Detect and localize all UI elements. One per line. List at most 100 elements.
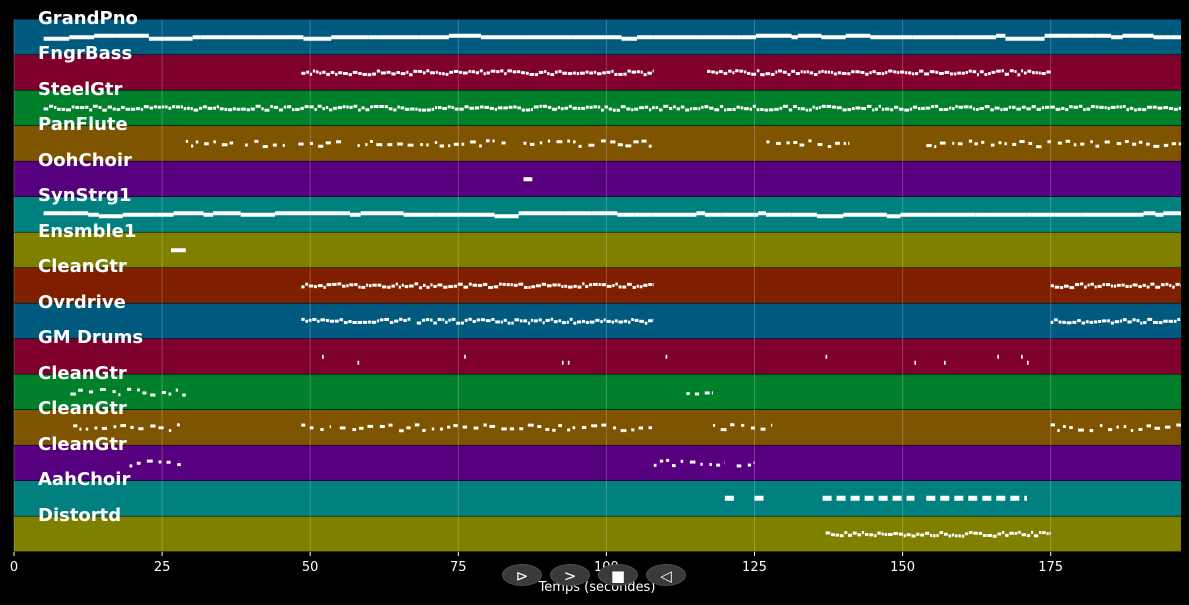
note (585, 320, 589, 324)
note (926, 144, 932, 148)
note-run (349, 212, 361, 217)
note (668, 106, 673, 110)
note (648, 144, 652, 148)
note (572, 140, 576, 144)
note (770, 72, 775, 76)
note (997, 532, 1002, 536)
note-run (303, 36, 332, 41)
drum-hit (1026, 360, 1029, 365)
note (766, 140, 770, 144)
note (546, 284, 552, 288)
note (300, 106, 304, 110)
note (567, 285, 573, 289)
note (426, 285, 430, 289)
play-button[interactable]: ⊳ (502, 564, 542, 586)
note (778, 69, 783, 73)
playback-controls: ⊳ > ■ ◁ (500, 564, 690, 590)
note-run (924, 35, 957, 40)
note (1113, 284, 1117, 288)
note (508, 105, 513, 109)
note (399, 429, 404, 433)
forward-button[interactable]: > (550, 564, 590, 586)
note (469, 106, 474, 110)
note-run (821, 35, 846, 40)
note (855, 106, 861, 110)
note (614, 72, 618, 76)
note (538, 70, 544, 74)
note (972, 70, 977, 74)
note (430, 71, 435, 75)
note (783, 104, 788, 108)
note (1091, 105, 1095, 109)
note (851, 70, 855, 74)
note (524, 285, 528, 289)
note (422, 428, 426, 432)
note (578, 144, 582, 148)
note (1129, 106, 1134, 110)
note (1065, 139, 1071, 143)
note (890, 108, 894, 112)
note (113, 425, 117, 429)
note (361, 106, 365, 110)
note (397, 142, 403, 146)
note (939, 531, 944, 535)
note (491, 317, 495, 321)
note (1178, 142, 1181, 146)
note (593, 70, 597, 74)
note (330, 70, 335, 74)
note (1044, 105, 1050, 109)
note (976, 73, 979, 77)
note (1132, 318, 1136, 322)
back-button[interactable]: ◁ (646, 564, 686, 586)
note (1132, 142, 1137, 146)
note (719, 105, 724, 109)
note (445, 320, 448, 324)
note (808, 139, 812, 143)
note-run (504, 35, 528, 40)
note (1014, 69, 1017, 73)
note (903, 534, 906, 538)
note-run (756, 33, 792, 38)
note (377, 283, 382, 287)
note (530, 318, 533, 322)
note-run (69, 35, 85, 40)
note (523, 141, 527, 145)
note-run (571, 35, 598, 40)
note (337, 282, 342, 286)
stop-button[interactable]: ■ (598, 564, 638, 586)
note (686, 392, 690, 396)
note (704, 105, 709, 109)
note (1060, 286, 1064, 290)
note (1001, 69, 1004, 73)
note (101, 426, 108, 430)
note (672, 464, 676, 468)
note (191, 144, 194, 148)
note (414, 423, 420, 427)
note (887, 532, 893, 536)
note (1036, 145, 1042, 149)
note (468, 282, 472, 286)
note (547, 139, 551, 143)
note (529, 73, 535, 77)
note (821, 104, 826, 108)
note (388, 423, 393, 427)
note (301, 423, 306, 427)
note (1005, 533, 1009, 537)
note (979, 106, 984, 110)
note (362, 320, 368, 324)
note (768, 108, 774, 112)
note (795, 72, 800, 76)
note (600, 320, 603, 324)
note (1104, 106, 1107, 110)
note (547, 72, 550, 76)
note (367, 320, 371, 324)
note (987, 72, 991, 76)
note (365, 108, 370, 112)
note-run (173, 211, 204, 216)
note (992, 534, 997, 538)
note (394, 319, 399, 323)
track-lane (14, 445, 1181, 481)
note (301, 317, 305, 321)
note (352, 428, 357, 432)
note (502, 282, 506, 286)
